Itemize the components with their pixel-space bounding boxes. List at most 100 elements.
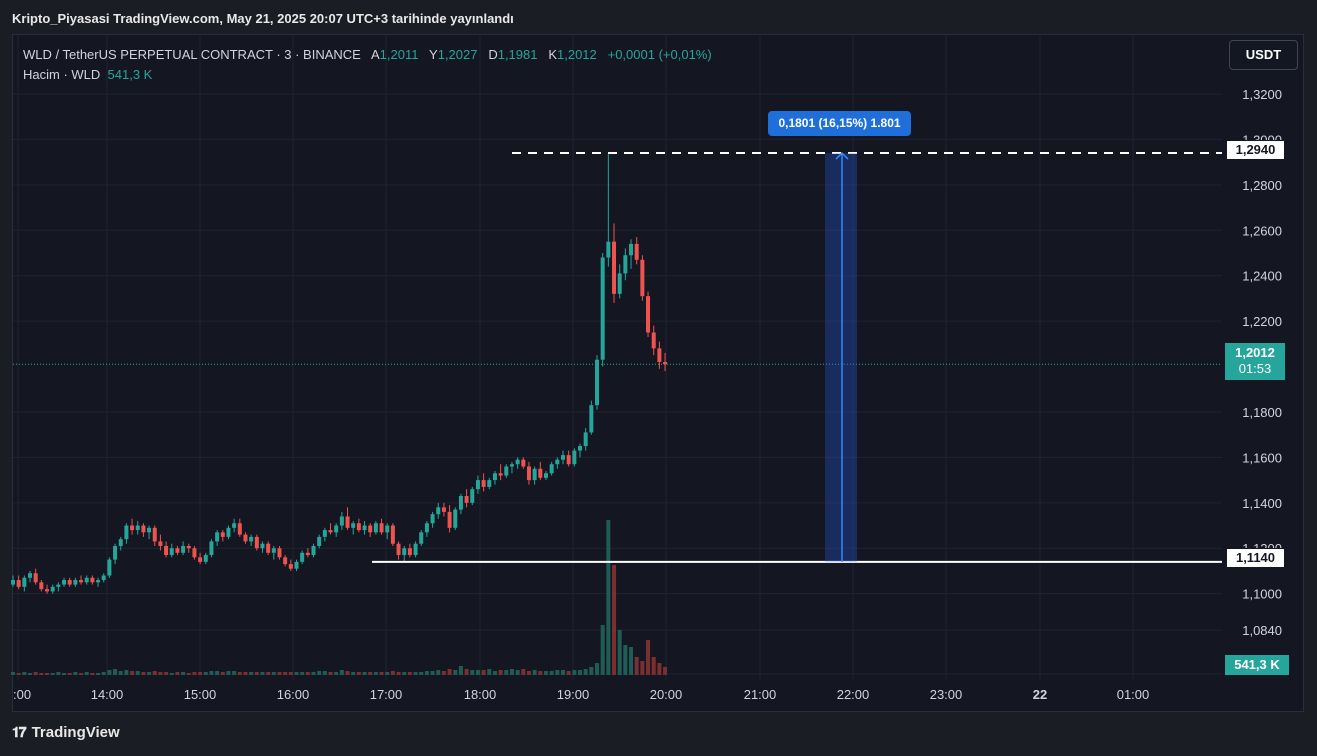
volume-bar bbox=[311, 672, 316, 675]
price-tick-label: 1,2200 bbox=[1242, 314, 1282, 329]
candle-body bbox=[260, 543, 265, 549]
price-tick-label: 1,2600 bbox=[1242, 223, 1282, 238]
candle-body bbox=[45, 589, 50, 592]
candle-body bbox=[16, 580, 21, 587]
candle-body bbox=[317, 536, 322, 546]
volume-bar bbox=[124, 670, 129, 675]
volume-bar bbox=[640, 661, 645, 675]
tradingview-mark-icon: 𝟏𝟕 bbox=[12, 724, 27, 740]
candle-body bbox=[147, 527, 152, 533]
volume-bar bbox=[583, 669, 588, 675]
candle-body bbox=[294, 561, 299, 569]
candle-body bbox=[62, 580, 67, 585]
price-tick-label: 1,1600 bbox=[1242, 450, 1282, 465]
candle-body bbox=[623, 255, 628, 274]
volume-bar bbox=[634, 657, 639, 675]
currency-button[interactable]: USDT bbox=[1229, 40, 1298, 70]
candle-body bbox=[373, 523, 378, 533]
volume-bar bbox=[334, 672, 339, 675]
volume-bar bbox=[169, 673, 174, 675]
candle-body bbox=[141, 525, 146, 533]
candle-body bbox=[283, 557, 288, 565]
candle-body bbox=[436, 507, 441, 515]
volume-bar bbox=[226, 671, 231, 675]
candle-body bbox=[396, 543, 401, 556]
price-tick-label: 1,0840 bbox=[1242, 623, 1282, 638]
low-label: D bbox=[488, 47, 498, 62]
symbol-title[interactable]: WLD / TetherUS PERPETUAL CONTRACT · 3 · … bbox=[23, 47, 361, 62]
open-label: A bbox=[370, 47, 380, 62]
candle-body bbox=[492, 473, 497, 481]
measure-label: 0,1801 (16,15%) 1.801 bbox=[768, 111, 911, 136]
volume-bar bbox=[232, 671, 237, 675]
close-value: 1,2012 bbox=[557, 47, 597, 62]
volume-bars bbox=[11, 520, 668, 675]
volume-bar bbox=[300, 672, 305, 675]
candle-body bbox=[288, 564, 293, 569]
countdown-value: 01:53 bbox=[1238, 361, 1272, 376]
volume-bar bbox=[62, 673, 67, 675]
volume-bar bbox=[209, 671, 214, 675]
volume-bar bbox=[447, 669, 452, 675]
candle-body bbox=[612, 241, 617, 294]
volume-bar bbox=[379, 672, 384, 675]
solid-line-price-tag: 1,1140 bbox=[1226, 548, 1285, 568]
volume-bar bbox=[79, 673, 84, 675]
candle-body bbox=[232, 523, 237, 528]
candle-body bbox=[175, 548, 180, 553]
candle-body bbox=[28, 573, 33, 578]
candle-body bbox=[79, 580, 84, 583]
change-value: +0,0001 (+0,01%) bbox=[607, 47, 712, 62]
time-tick-label: 14:00 bbox=[91, 687, 124, 702]
volume-bar bbox=[419, 672, 424, 675]
candle-body bbox=[549, 464, 554, 474]
tradingview-logo[interactable]: 𝟏𝟕 TradingView bbox=[12, 724, 120, 741]
volume-bar bbox=[424, 671, 429, 675]
candles bbox=[11, 153, 668, 594]
candle-body bbox=[84, 577, 89, 583]
time-tick-label: 22:00 bbox=[837, 687, 870, 702]
volume-bar bbox=[555, 670, 560, 675]
volume-bar bbox=[504, 670, 509, 675]
volume-bar bbox=[606, 520, 611, 675]
volume-bar bbox=[243, 672, 248, 675]
volume-bar bbox=[152, 671, 157, 675]
candle-body bbox=[50, 586, 55, 592]
candle-body bbox=[237, 523, 242, 535]
time-tick-label: 23:00 bbox=[930, 687, 963, 702]
candle-body bbox=[203, 555, 208, 562]
candle-body bbox=[266, 543, 271, 553]
candle-body bbox=[322, 530, 327, 537]
volume-bar bbox=[67, 673, 72, 675]
volume-value: 541,3 K bbox=[107, 67, 153, 82]
volume-bar bbox=[158, 672, 163, 675]
candle-body bbox=[634, 243, 639, 260]
volume-bar bbox=[16, 673, 21, 675]
candle-body bbox=[135, 525, 140, 531]
volume-bar bbox=[351, 672, 356, 675]
candle-body bbox=[407, 548, 412, 556]
volume-bar bbox=[339, 670, 344, 675]
candle-body bbox=[124, 525, 129, 540]
last-price-tag: 1,2012 01:53 bbox=[1225, 343, 1285, 380]
candle-body bbox=[186, 545, 191, 549]
time-tick-label: 15:00 bbox=[184, 687, 217, 702]
volume-bar bbox=[407, 672, 412, 675]
candle-body bbox=[311, 545, 316, 556]
open-value: 1,2011 bbox=[379, 47, 419, 62]
chart-frame[interactable] bbox=[12, 34, 1304, 712]
candle-body bbox=[572, 450, 577, 465]
price-tick-label: 1,3200 bbox=[1242, 87, 1282, 102]
time-tick-label: 20:00 bbox=[650, 687, 683, 702]
volume-bar bbox=[203, 672, 208, 675]
candle-body bbox=[56, 584, 61, 587]
volume-bar bbox=[345, 671, 350, 675]
candle-body bbox=[277, 548, 282, 558]
volume-bar bbox=[141, 672, 146, 675]
candle-body bbox=[464, 496, 469, 503]
candle-body bbox=[555, 459, 560, 465]
volume-bar bbox=[186, 673, 191, 675]
candle-body bbox=[589, 405, 594, 433]
volume-bar bbox=[322, 671, 327, 675]
